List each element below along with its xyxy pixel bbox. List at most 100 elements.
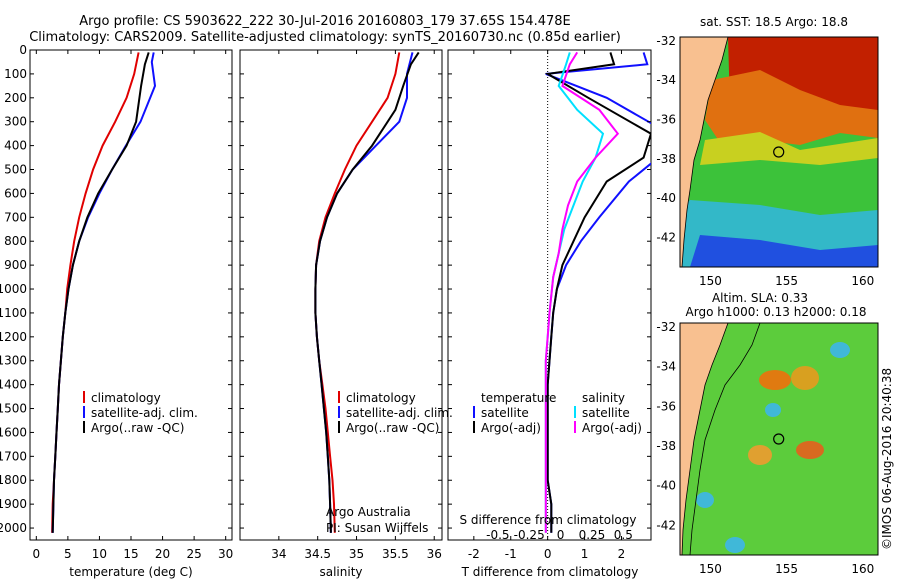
legend-label-climatology: climatology bbox=[91, 391, 161, 405]
depth-tick-label: 300 bbox=[4, 115, 27, 129]
depth-tick-label: 400 bbox=[4, 139, 27, 153]
sla-low-anomaly bbox=[765, 403, 781, 417]
depth-tick-label: 1000 bbox=[0, 282, 27, 296]
sst-lat-tick-label: -36 bbox=[656, 113, 676, 127]
legend-label-climatology: climatology bbox=[346, 391, 416, 405]
chart-title-line2: Climatology: CARS2009. Satellite-adjuste… bbox=[29, 30, 621, 45]
sla-low-anomaly bbox=[696, 492, 714, 508]
sla-lon-tick-label: 155 bbox=[775, 562, 798, 576]
legend-label-satellite: satellite-adj. clim. bbox=[91, 406, 198, 420]
diff-series-salinity-argo-adj- bbox=[544, 51, 620, 533]
credit-line1: Argo Australia bbox=[326, 505, 411, 519]
sst-coastline bbox=[681, 37, 729, 267]
depth-tick-label: 1200 bbox=[0, 330, 27, 344]
temp-xtick-label: 0 bbox=[32, 547, 40, 561]
credit-line2: PI: Susan Wijffels bbox=[326, 521, 428, 535]
sla-map-title1: Altim. SLA: 0.33 bbox=[712, 291, 808, 305]
temp-xtick-label: 10 bbox=[92, 547, 107, 561]
depth-tick-label: 1700 bbox=[0, 449, 27, 463]
sla-map bbox=[680, 323, 878, 555]
sla-high-anomaly bbox=[796, 441, 824, 459]
temp-xtick-label: 20 bbox=[155, 547, 170, 561]
sal-xtick-label: 35 bbox=[349, 547, 364, 561]
temp-series-argo-raw-qc- bbox=[51, 52, 150, 533]
temp-xtick-label: 5 bbox=[64, 547, 72, 561]
legend-label-temp-satellite: satellite bbox=[481, 406, 529, 420]
depth-tick-label: 900 bbox=[4, 258, 27, 272]
sst-land bbox=[680, 37, 728, 267]
diff-x2tick-label: 0.5 bbox=[614, 528, 633, 542]
sst-lat-tick-label: -32 bbox=[656, 34, 676, 48]
diff-x2tick-label: 0 bbox=[557, 528, 565, 542]
sal-xtick-label: 34 bbox=[271, 547, 286, 561]
sal-series-argo-raw-qc- bbox=[314, 51, 420, 533]
depth-tick-label: 600 bbox=[4, 186, 27, 200]
sst-lon-tick-label: 160 bbox=[851, 274, 874, 288]
sla-low-anomaly bbox=[725, 537, 745, 553]
sla-lat-tick-label: -34 bbox=[656, 360, 676, 374]
sla-lat-tick-label: -40 bbox=[656, 479, 676, 493]
diff-xtick-label: 0 bbox=[544, 547, 552, 561]
sla-lat-tick-label: -38 bbox=[656, 439, 676, 453]
depth-tick-label: 0 bbox=[19, 43, 27, 57]
depth-tick-label: 1800 bbox=[0, 473, 27, 487]
sla-lon-tick-label: 150 bbox=[699, 562, 722, 576]
sst-map-title: sat. SST: 18.5 Argo: 18.8 bbox=[700, 15, 848, 29]
sal-series-group bbox=[314, 51, 420, 533]
diff-xlabel: T difference from climatology bbox=[461, 565, 639, 579]
diff-xtick-label: -1 bbox=[505, 547, 517, 561]
diff-legend: temperature satellite Argo(-adj) salinit… bbox=[473, 391, 642, 435]
sal-xtick-label: 36 bbox=[427, 547, 442, 561]
diff-series-group bbox=[544, 50, 651, 540]
depth-tick-label: 1900 bbox=[0, 497, 27, 511]
sst-lon-tick-label: 155 bbox=[775, 274, 798, 288]
diff-x2tick-label: 0.25 bbox=[579, 528, 606, 542]
sal-xtick-label: 34.5 bbox=[304, 547, 331, 561]
legend-label-temp-argo: Argo(-adj) bbox=[481, 421, 541, 435]
sst-lon-tick-label: 150 bbox=[699, 274, 722, 288]
depth-tick-label: 1100 bbox=[0, 306, 27, 320]
temp-plot-frame bbox=[29, 49, 233, 541]
diff-xtick-label: 1 bbox=[581, 547, 589, 561]
depth-tick-label: 100 bbox=[4, 67, 27, 81]
sla-lon-tick-label: 160 bbox=[851, 562, 874, 576]
diff-series-temperature-argo-adj- bbox=[544, 52, 651, 533]
diff-x2tick-label: -0.25 bbox=[514, 528, 545, 542]
sst-warm-band bbox=[705, 70, 878, 150]
sla-map-title2: Argo h1000: 0.13 h2000: 0.18 bbox=[686, 305, 867, 319]
depth-tick-label: 1400 bbox=[0, 378, 27, 392]
legend-label-sal-satellite: satellite bbox=[582, 406, 630, 420]
depth-tick-label: 1300 bbox=[0, 354, 27, 368]
sst-cold-blue bbox=[690, 235, 878, 267]
sst-front-yellow bbox=[700, 132, 878, 165]
imos-timestamp: ©IMOS 06-Aug-2016 20:40:38 bbox=[880, 368, 894, 550]
temp-xtick-label: 30 bbox=[218, 547, 233, 561]
depth-tick-label: 1500 bbox=[0, 402, 27, 416]
sal-plot-frame bbox=[239, 49, 443, 541]
depth-tick-label: 2000 bbox=[0, 521, 27, 535]
sal-xtick-label: 35.5 bbox=[382, 547, 409, 561]
diff-plot-frame bbox=[447, 49, 652, 541]
sla-high-anomaly bbox=[759, 370, 791, 390]
temp-series-group bbox=[51, 52, 157, 533]
sla-depth-contour bbox=[689, 323, 761, 555]
temp-xtick-label: 25 bbox=[186, 547, 201, 561]
depth-tick-label: 500 bbox=[4, 163, 27, 177]
temp-xlabel: temperature (deg C) bbox=[69, 565, 192, 579]
depth-tick-label: 700 bbox=[4, 210, 27, 224]
sla-lat-tick-label: -42 bbox=[656, 518, 676, 532]
sla-high-anomaly bbox=[791, 366, 819, 390]
sla-land bbox=[680, 323, 728, 555]
sst-lat-tick-label: -38 bbox=[656, 152, 676, 166]
sst-map-frame bbox=[679, 36, 879, 268]
sla-high-anomaly bbox=[748, 445, 772, 465]
chart-title-line1: Argo profile: CS 5903622_222 30-Jul-2016… bbox=[79, 14, 571, 29]
sst-lat-tick-label: -34 bbox=[656, 73, 676, 87]
sla-lat-tick-label: -32 bbox=[656, 320, 676, 334]
diff-xtick-label: 2 bbox=[618, 547, 626, 561]
temp-legend: climatology satellite-adj. clim. Argo(..… bbox=[83, 391, 198, 435]
sla-map-frame bbox=[679, 322, 879, 556]
legend-title-salinity: salinity bbox=[582, 391, 625, 405]
sal-legend: climatology satellite-adj. clim. Argo(..… bbox=[338, 391, 453, 435]
